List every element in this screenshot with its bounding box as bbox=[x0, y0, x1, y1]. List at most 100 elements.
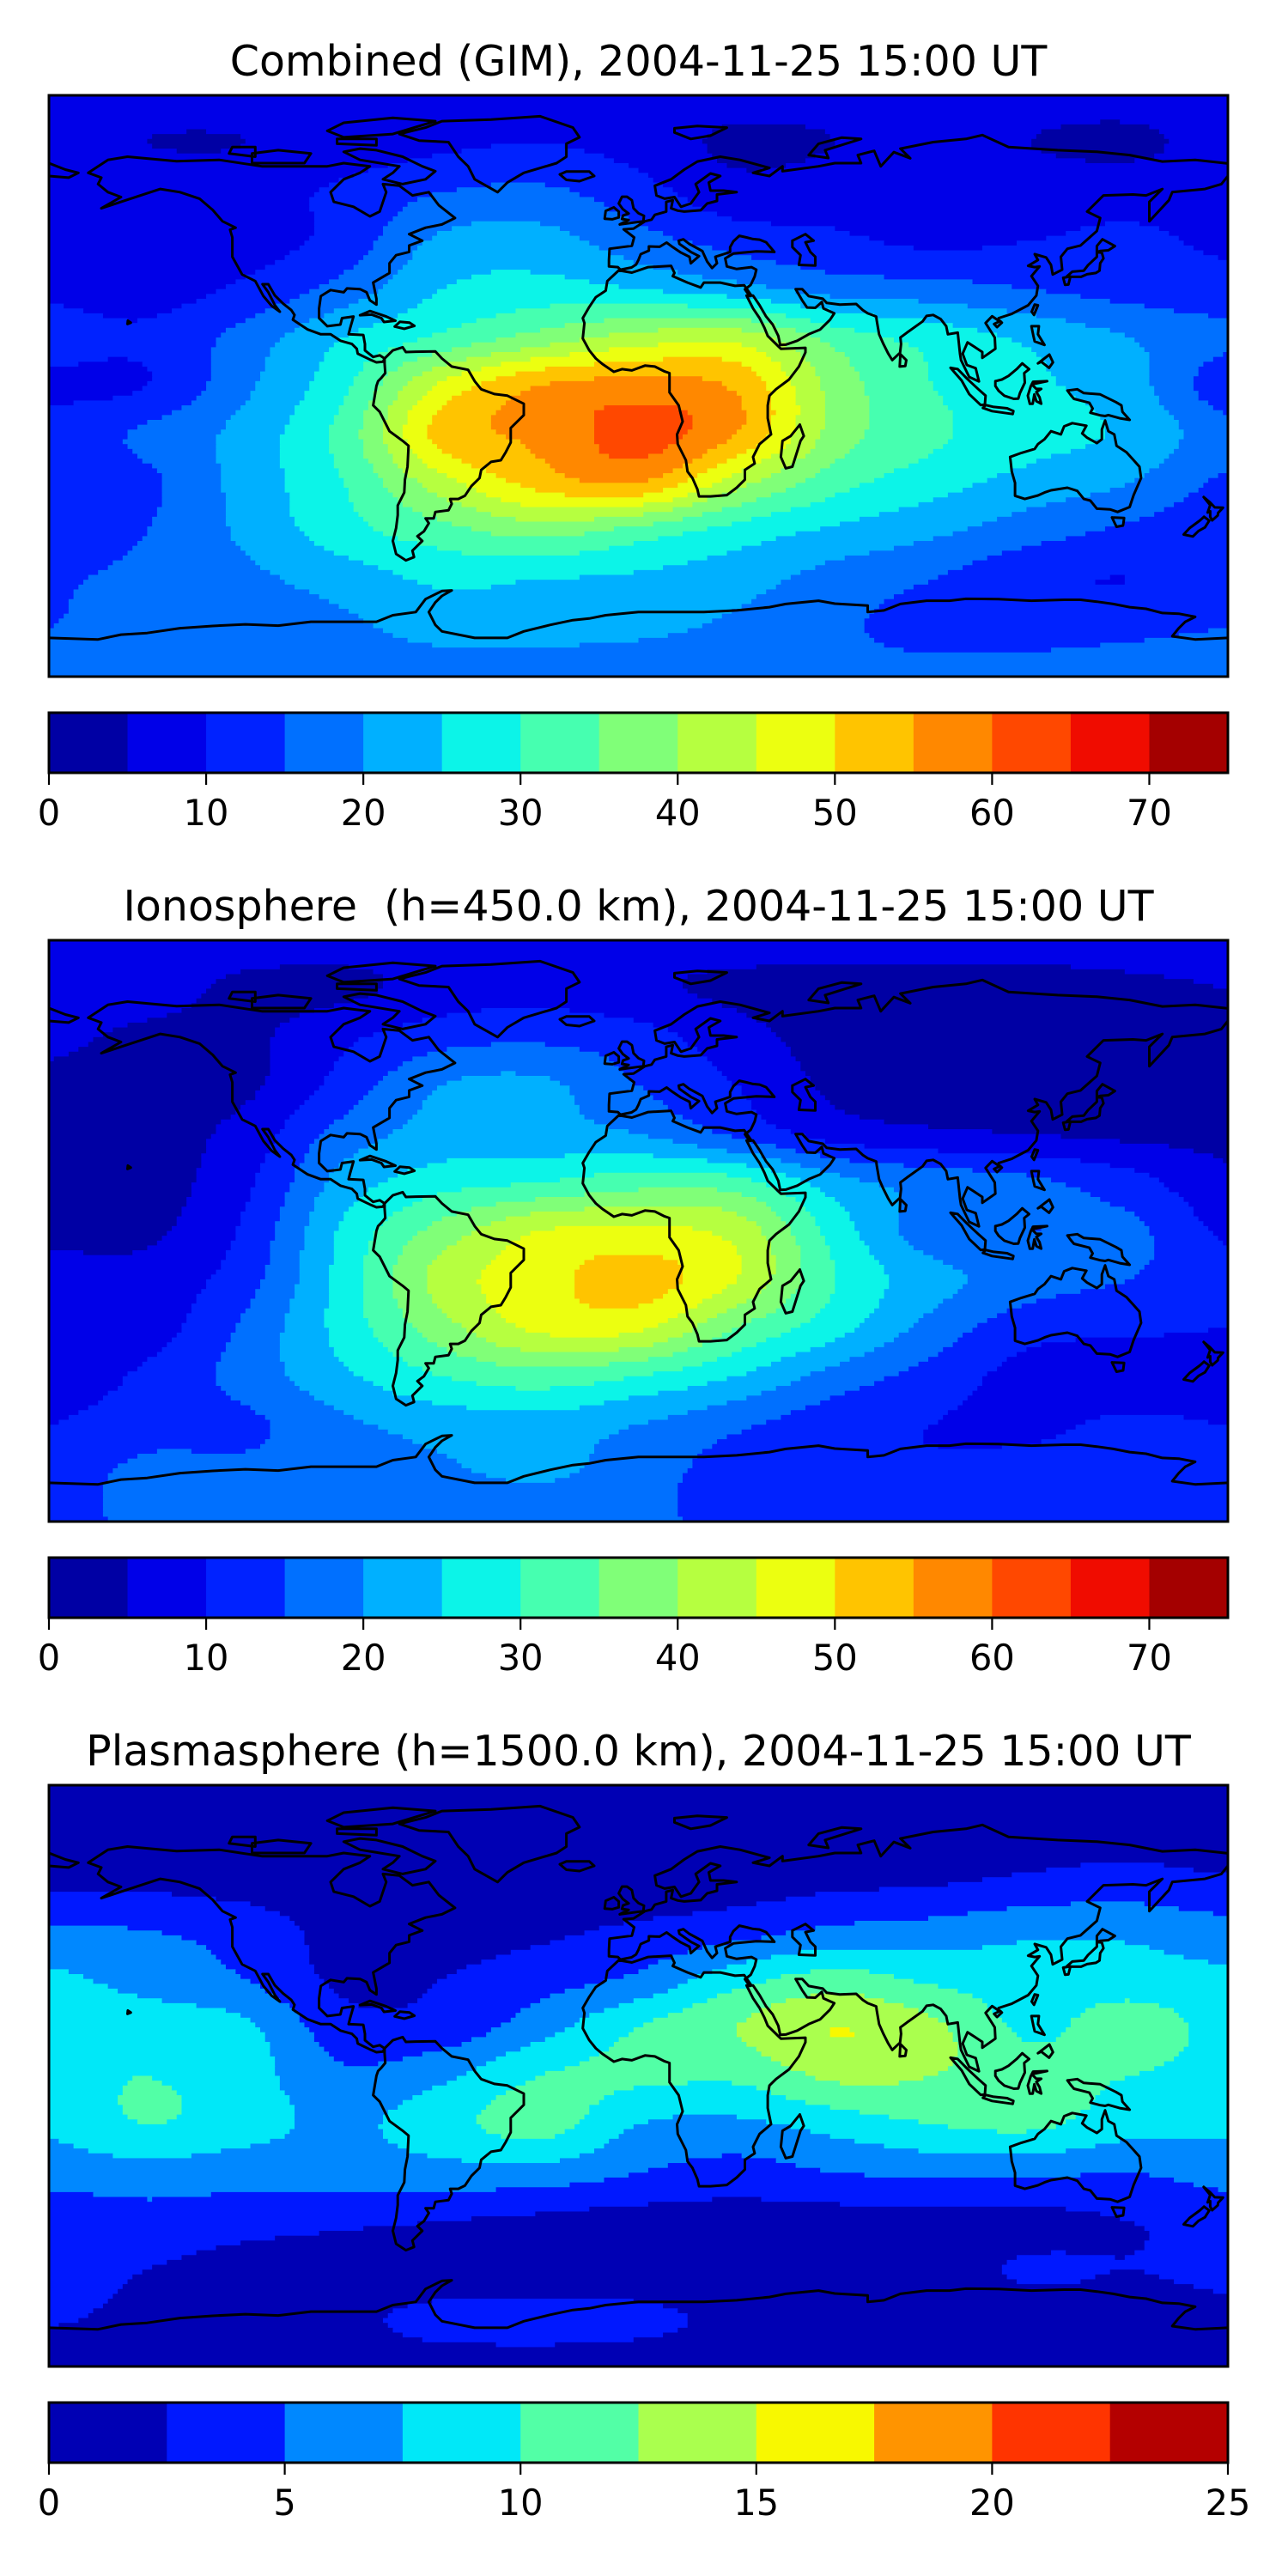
contour-band-cell bbox=[893, 1974, 1228, 1980]
contour-band-cell bbox=[201, 1163, 261, 1169]
contour-band-cell bbox=[874, 1308, 934, 1315]
contour-band-cell bbox=[49, 526, 149, 532]
contour-band-cell bbox=[923, 356, 1042, 362]
contour-band-cell bbox=[338, 274, 394, 280]
contour-band-cell bbox=[221, 1260, 271, 1266]
contour-band-cell bbox=[279, 1911, 694, 1917]
contour-band-cell bbox=[781, 1974, 895, 1980]
contour-band-cell bbox=[864, 628, 1209, 634]
contour-band-cell bbox=[216, 1381, 295, 1387]
contour-band-cell bbox=[432, 332, 517, 338]
contour-band-cell bbox=[829, 1255, 875, 1261]
contour-band-cell bbox=[348, 609, 732, 615]
contour-band-cell bbox=[240, 1318, 286, 1324]
contour-band-cell bbox=[564, 492, 644, 498]
contour-band-cell bbox=[579, 550, 728, 556]
contour-band-cell bbox=[1006, 308, 1175, 314]
contour-band-cell bbox=[471, 386, 532, 392]
contour-band-cell bbox=[221, 487, 286, 494]
contour-band-cell bbox=[878, 1303, 939, 1309]
contour-band-cell bbox=[196, 1293, 256, 1300]
contour-band-cell bbox=[756, 1901, 1072, 1907]
contour-band-cell bbox=[495, 2095, 605, 2101]
contour-band-cell bbox=[447, 1454, 590, 1460]
contour-band-cell bbox=[216, 342, 276, 348]
contour-band-cell bbox=[68, 598, 330, 605]
contour-band-cell bbox=[432, 153, 605, 159]
contour-band-cell bbox=[775, 1308, 821, 1315]
contour-band-cell bbox=[589, 2109, 860, 2116]
contour-band-cell bbox=[255, 313, 325, 319]
contour-band-cell bbox=[176, 1216, 241, 1222]
contour-band-cell bbox=[49, 2075, 133, 2081]
contour-band-cell bbox=[284, 1192, 320, 1198]
contour-band-cell bbox=[1163, 134, 1228, 140]
contour-band-cell bbox=[790, 463, 831, 470]
contour-band-cell bbox=[49, 173, 355, 179]
contour-band-cell bbox=[264, 1269, 301, 1275]
contour-band-cell bbox=[584, 1984, 678, 1990]
contour-band-cell bbox=[501, 497, 674, 503]
contour-band-cell bbox=[122, 555, 252, 562]
contour-band-cell bbox=[1051, 453, 1170, 459]
contour-band-cell bbox=[49, 618, 60, 624]
contour-band-cell bbox=[1188, 1201, 1228, 1207]
contour-band-cell bbox=[358, 371, 389, 377]
contour-band-cell bbox=[1208, 1959, 1228, 1965]
contour-band-cell bbox=[1055, 2123, 1228, 2130]
colorbar-tick-label: 40 bbox=[655, 1637, 701, 1679]
contour-band-cell bbox=[687, 1346, 743, 1353]
contour-band-cell bbox=[216, 1124, 286, 1130]
contour-band-cell bbox=[392, 633, 669, 639]
contour-band-cell bbox=[289, 1303, 330, 1309]
contour-band-cell bbox=[309, 197, 418, 203]
contour-band-cell bbox=[564, 323, 777, 329]
contour-band-cell bbox=[770, 356, 806, 362]
contour-band-cell bbox=[918, 2148, 1066, 2154]
contour-band-cell bbox=[270, 2042, 320, 2048]
contour-band-cell bbox=[333, 1346, 389, 1353]
contour-band-cell bbox=[240, 1104, 301, 1111]
contour-band-cell bbox=[1163, 1949, 1228, 1956]
contour-band-cell bbox=[938, 2017, 1003, 2024]
contour-band-cell bbox=[49, 109, 1228, 116]
contour-band-cell bbox=[383, 376, 413, 382]
contour-band-cell bbox=[864, 1352, 939, 1358]
contour-band-cell bbox=[1144, 2245, 1228, 2251]
contour-band-cell bbox=[898, 1216, 1140, 1222]
colorbar-swatch bbox=[206, 1558, 286, 1618]
contour-map bbox=[49, 1785, 1228, 2366]
contour-band-cell bbox=[49, 1405, 89, 1411]
contour-band-cell bbox=[436, 1255, 497, 1261]
contour-band-cell bbox=[810, 2129, 998, 2135]
contour-band-cell bbox=[49, 211, 315, 217]
contour-band-cell bbox=[210, 1133, 276, 1139]
contour-band-cell bbox=[392, 1289, 428, 1295]
contour-band-cell bbox=[702, 206, 1228, 212]
contour-band-cell bbox=[49, 666, 1228, 672]
contour-band-cell bbox=[49, 2163, 669, 2169]
contour-band-cell bbox=[447, 327, 541, 334]
contour-band-cell bbox=[525, 444, 600, 450]
contour-band-cell bbox=[348, 386, 379, 392]
contour-band-cell bbox=[1085, 400, 1160, 406]
contour-band-cell bbox=[535, 2211, 1101, 2217]
contour-band-cell bbox=[447, 361, 501, 368]
contour-band-cell bbox=[275, 1032, 374, 1038]
contour-band-cell bbox=[506, 1245, 738, 1251]
contour-band-cell bbox=[49, 1080, 266, 1086]
contour-band-cell bbox=[299, 1925, 600, 1931]
contour-band-cell bbox=[835, 226, 1081, 232]
contour-band-cell bbox=[368, 1245, 404, 1251]
contour-band-cell bbox=[663, 356, 723, 362]
contour-band-cell bbox=[795, 1236, 826, 1242]
contour-band-cell bbox=[1198, 487, 1228, 494]
contour-band-cell bbox=[299, 1163, 340, 1169]
colorbar-swatch bbox=[1149, 713, 1229, 773]
contour-band-cell bbox=[481, 1284, 575, 1290]
contour-band-cell bbox=[49, 1511, 104, 1517]
contour-band-cell bbox=[481, 2123, 575, 2130]
contour-band-cell bbox=[1012, 512, 1155, 518]
contour-band-cell bbox=[835, 1274, 890, 1280]
